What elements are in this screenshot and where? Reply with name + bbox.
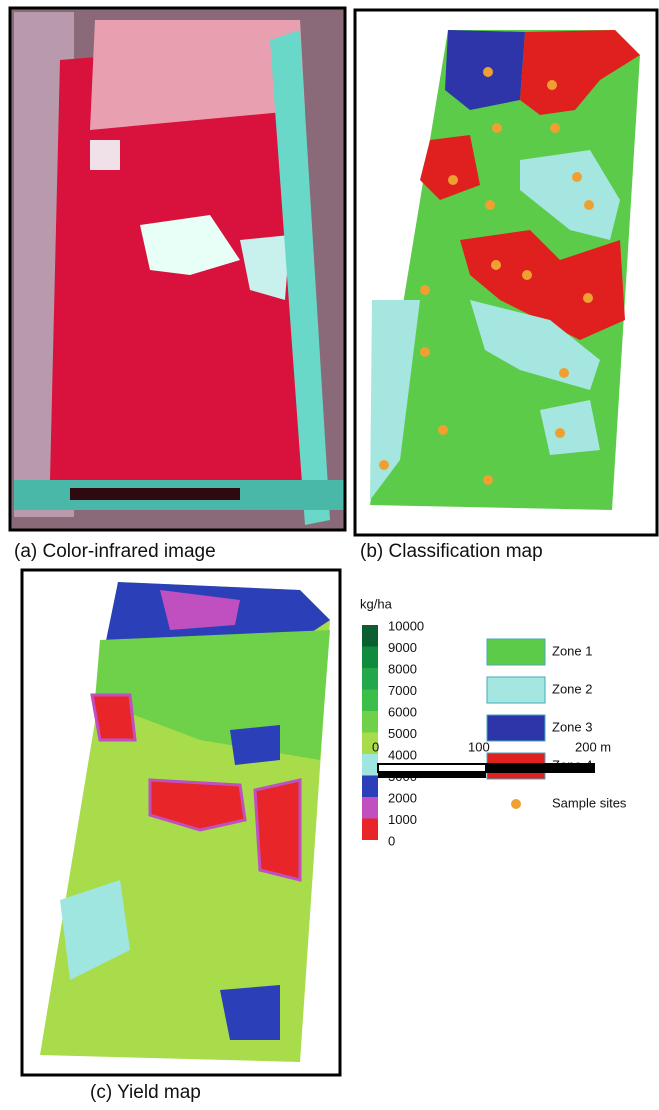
- caption: (a) Color-infrared image: [14, 541, 216, 562]
- colorbar-label: 0: [388, 833, 395, 848]
- colorbar-unit: kg/ha: [360, 596, 393, 611]
- colorbar-swatch: [362, 819, 378, 841]
- legend-label: Zone 2: [552, 681, 592, 696]
- colorbar-swatch: [362, 647, 378, 669]
- legend-swatch: [487, 715, 545, 741]
- scale-label: 100: [468, 739, 490, 754]
- colorbar-label: 6000: [388, 704, 417, 719]
- colorbar-label: 8000: [388, 661, 417, 676]
- figure: kg/ha 1000090008000700060005000400030002…: [0, 0, 659, 1110]
- colorbar-swatch: [362, 690, 378, 712]
- legend-swatch: [487, 639, 545, 665]
- legend-label: Sample sites: [552, 795, 627, 810]
- colorbar-swatch: [362, 711, 378, 733]
- legend-label: Zone 3: [552, 719, 592, 734]
- colorbar-swatch: [362, 797, 378, 819]
- colorbar: 1000090008000700060005000400030002000100…: [362, 618, 424, 848]
- legend-dot: [511, 799, 521, 809]
- colorbar-swatch: [362, 668, 378, 690]
- colorbar-label: 2000: [388, 790, 417, 805]
- classification-map: [355, 10, 657, 535]
- colorbar-label: 9000: [388, 640, 417, 655]
- cir-image: [10, 8, 345, 530]
- yield-map: [22, 570, 340, 1075]
- colorbar-label: 10000: [388, 618, 424, 633]
- colorbar-label: 5000: [388, 726, 417, 741]
- legend-label: Zone 1: [552, 643, 592, 658]
- colorbar-label: 4000: [388, 747, 417, 762]
- caption: (b) Classification map: [360, 541, 543, 562]
- scale-label: 200 m: [575, 739, 611, 754]
- colorbar-swatch: [362, 625, 378, 647]
- legend-swatch: [487, 677, 545, 703]
- scale-label: 0: [372, 739, 379, 754]
- caption: (c) Yield map: [90, 1082, 201, 1103]
- colorbar-swatch: [362, 754, 378, 776]
- colorbar-label: 1000: [388, 812, 417, 827]
- colorbar-label: 7000: [388, 683, 417, 698]
- colorbar-swatch: [362, 776, 378, 798]
